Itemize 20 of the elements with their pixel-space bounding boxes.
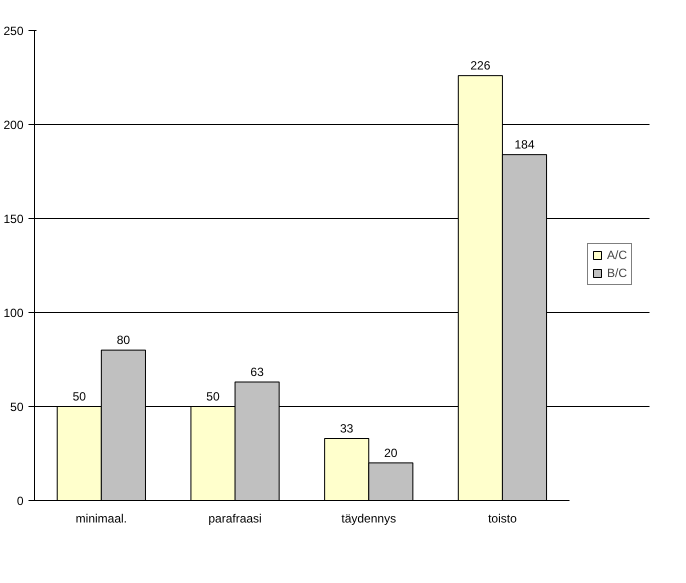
- y-tick-label: 150: [3, 212, 24, 226]
- legend-label: B/C: [607, 266, 628, 280]
- x-tick-label: täydennys: [341, 512, 396, 526]
- data-label: 50: [72, 390, 86, 404]
- y-tick-label: 100: [3, 306, 24, 320]
- legend-label: A/C: [607, 248, 628, 262]
- x-tick-label: toisto: [488, 512, 518, 526]
- data-label: 226: [470, 58, 491, 73]
- data-label: 63: [250, 365, 264, 380]
- x-tick-label: minimaal.: [76, 512, 128, 526]
- data-label: 80: [116, 333, 130, 348]
- data-label: 184: [514, 138, 535, 152]
- x-tick-label: parafraasi: [208, 512, 262, 526]
- y-tick-label: 250: [3, 24, 24, 38]
- data-label: 20: [384, 446, 398, 460]
- y-tick-label: 200: [3, 118, 24, 132]
- y-tick-label: 50: [10, 400, 24, 414]
- data-label: 50: [206, 390, 220, 404]
- y-tick-label: 0: [16, 494, 24, 508]
- data-label: 33: [340, 421, 354, 436]
